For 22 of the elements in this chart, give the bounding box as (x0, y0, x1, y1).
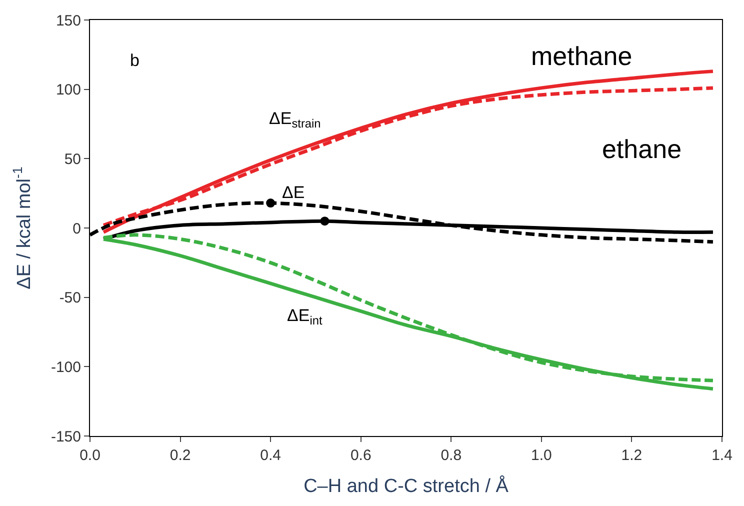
x-tick-label: 1.0 (531, 447, 552, 464)
annotation: ΔE (282, 183, 305, 202)
y-tick-label: -100 (50, 358, 81, 376)
annotation: ΔE$_{int}$ (287, 306, 323, 328)
annotation: methane (531, 41, 632, 71)
annotation: ethane (602, 134, 682, 164)
x-tick-label: 0.0 (80, 447, 100, 464)
x-tick-label: 0.8 (440, 447, 462, 464)
x-tick-label: 1.4 (712, 447, 732, 464)
annotation: ΔE$_{strain}$ (269, 109, 321, 131)
y-tick-label: 0 (72, 220, 81, 238)
x-axis-title: C–H and C-C stretch / Å (304, 474, 509, 497)
y-tick-label: -150 (50, 428, 81, 446)
x-tick-label: 0.4 (260, 447, 281, 464)
y-tick-label: -50 (59, 290, 81, 307)
x-tick-label: 0.6 (350, 447, 372, 464)
x-tick-label: 1.2 (621, 447, 642, 464)
y-tick-label: 150 (56, 12, 81, 30)
y-tick-label: 50 (64, 150, 81, 168)
y-tick-label: 100 (56, 82, 81, 99)
x-tick-label: 0.2 (170, 447, 191, 464)
annotation: b (130, 51, 140, 70)
